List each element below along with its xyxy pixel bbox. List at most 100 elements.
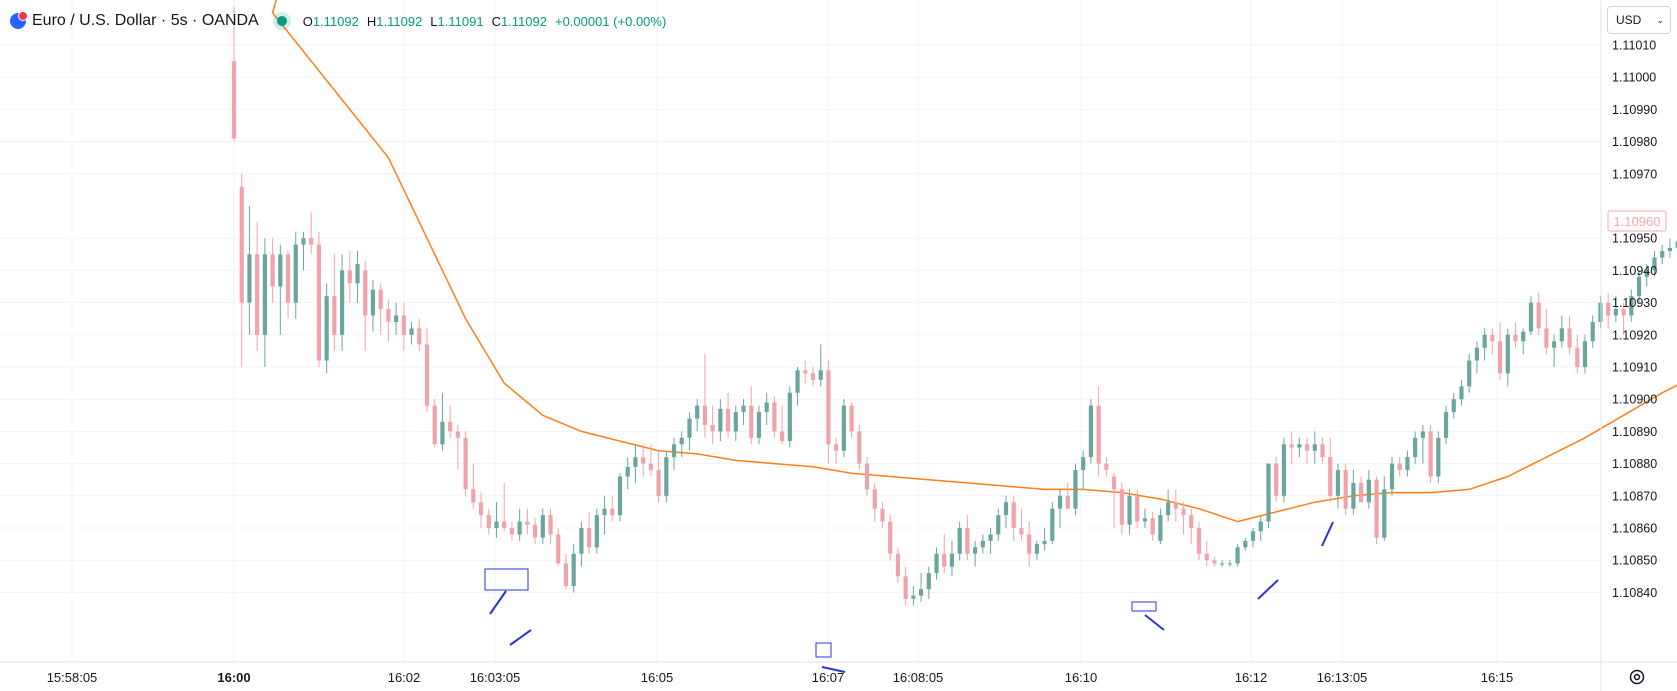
candle (494, 502, 499, 538)
candle (895, 547, 901, 583)
candle-body (1073, 470, 1078, 509)
candle (247, 206, 252, 335)
candle-body (949, 553, 955, 567)
annotation-trendline[interactable] (489, 590, 507, 615)
candle-body (1575, 347, 1580, 367)
candle-body (579, 528, 584, 554)
candle-body (1567, 328, 1572, 348)
time-axis[interactable]: 15:58:05 16:00 16:02 16:03:05 16:05 16:07 16:0… (47, 670, 1514, 685)
candle-body (1636, 276, 1642, 297)
annotation-trendline[interactable] (509, 629, 532, 646)
gear-icon[interactable] (1628, 668, 1646, 686)
candle-body (270, 254, 275, 287)
price-tick-label: 1.10930 (1612, 296, 1657, 310)
candle-body (973, 547, 978, 554)
candle (1289, 431, 1294, 464)
candle (1675, 241, 1677, 248)
time-tick-label: 16:03:05 (470, 670, 521, 685)
candle (1127, 489, 1132, 535)
candle-body (826, 370, 831, 445)
candle (679, 431, 684, 458)
annotation-box[interactable] (815, 642, 832, 658)
price-axis[interactable]: 1.11010 1.11000 1.10990 1.10980 1.10970 1.109… (1612, 39, 1657, 600)
candle (355, 251, 360, 303)
candle (911, 585, 916, 606)
candle-body (1281, 444, 1287, 496)
candle-body (1150, 518, 1155, 535)
annotation-trendline[interactable] (821, 666, 846, 673)
candle-body (718, 408, 723, 432)
candle-body (857, 431, 862, 464)
candle-body (996, 515, 1001, 535)
candle (471, 463, 476, 509)
candle (1467, 354, 1472, 393)
ohlc-change: +0.00001 (+0.00%) (554, 13, 667, 29)
market-status-icon[interactable] (276, 16, 287, 26)
candle (648, 444, 653, 477)
candle-body (888, 521, 893, 554)
candle (849, 402, 854, 438)
candle-body (1304, 444, 1310, 451)
currency-select[interactable]: USD ⌄ (1607, 6, 1671, 34)
candle (1590, 315, 1595, 348)
candle-body (370, 289, 376, 316)
candle-body (1166, 502, 1171, 516)
candle-body (1443, 412, 1449, 438)
candle-body (1034, 544, 1039, 554)
candle (432, 399, 437, 448)
candle-body (1613, 309, 1618, 316)
time-tick-label: 16:15 (1481, 670, 1514, 685)
candle-body (1544, 328, 1549, 348)
candle-body (1057, 495, 1063, 509)
drawing-annotations[interactable] (484, 521, 1334, 673)
candle (1366, 470, 1371, 509)
candle-body (540, 515, 545, 538)
candle-body (1397, 463, 1402, 471)
candle-body (942, 553, 947, 567)
annotation-box[interactable] (484, 568, 529, 591)
candle (278, 244, 283, 335)
candle-body (903, 576, 908, 599)
candle-body (239, 186, 244, 303)
candle-body (1003, 502, 1009, 516)
ohlc-high: H1.11092 (366, 13, 423, 29)
candle-body (339, 270, 345, 335)
candle (1420, 424, 1425, 464)
candle (1081, 450, 1086, 490)
candle-body (1351, 482, 1356, 509)
candle (563, 553, 569, 590)
candle (903, 566, 908, 606)
candle (1243, 537, 1248, 551)
candle-body (980, 540, 985, 548)
candle-body (316, 244, 322, 361)
candle-body (926, 573, 931, 590)
candle-body (1127, 495, 1132, 525)
annotation-trendline[interactable] (1257, 579, 1279, 600)
ohlc-close: C1.11092 (491, 13, 547, 29)
candle-body (1490, 334, 1495, 342)
candle (988, 528, 993, 554)
candle-body (1436, 437, 1441, 477)
symbol-title[interactable]: Euro / U.S. Dollar · 5s · OANDA (32, 12, 259, 29)
candle (1335, 463, 1341, 509)
candle (1636, 270, 1642, 303)
candle (448, 405, 453, 438)
current-price-badge: 1.10960 (1607, 210, 1667, 232)
price-tick-label: 1.10950 (1612, 232, 1657, 246)
candle-body (1606, 302, 1611, 316)
candle-body (278, 254, 283, 287)
annotation-trendline[interactable] (1144, 614, 1165, 631)
annotation-trendline[interactable] (1321, 521, 1334, 547)
candle-body (1497, 341, 1503, 374)
candle-body (1274, 463, 1279, 496)
candle (1104, 457, 1109, 477)
annotation-box[interactable] (1131, 601, 1157, 612)
candle-body (471, 489, 476, 503)
candle (424, 328, 430, 413)
candle (1027, 521, 1032, 567)
candle (1050, 502, 1055, 545)
candle-body (864, 463, 870, 490)
candle-body (378, 289, 383, 310)
candle-body (1644, 270, 1649, 277)
